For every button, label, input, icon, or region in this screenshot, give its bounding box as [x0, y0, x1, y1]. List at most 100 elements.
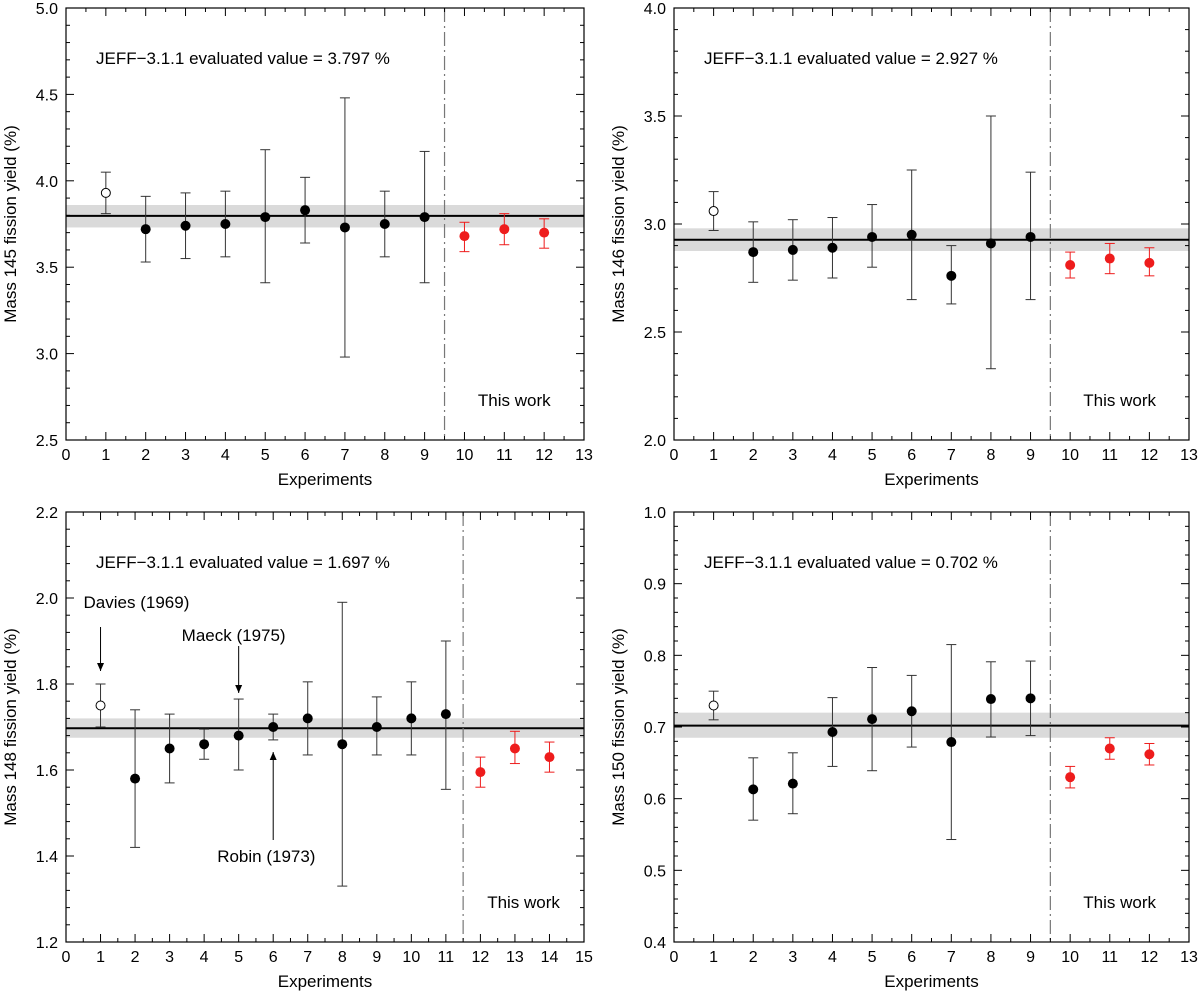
x-tick-label: 0 [62, 447, 71, 464]
chart-panel-3: 0 1 2 3 4 5 6 7 8 9 10 11 12 13 14 151.21.41.61.82.02.2… [1, 505, 593, 991]
x-tick-label: 7 [947, 949, 956, 966]
data-point-open [100, 187, 111, 198]
x-axis-label: Experiments [884, 972, 978, 991]
annotation-label: Maeck (1975) [182, 626, 286, 645]
data-point [337, 739, 348, 750]
data-point-this-work [1065, 772, 1076, 783]
x-tick-label: 6 [907, 949, 916, 966]
y-tick-label: 3.5 [644, 109, 666, 126]
data-point [787, 778, 798, 789]
x-tick-label: 7 [303, 949, 312, 966]
data-point [419, 212, 430, 223]
x-tick-label: 11 [496, 447, 513, 464]
y-tick-label: 4.5 [36, 87, 58, 104]
y-tick-label: 2.2 [36, 505, 58, 522]
x-tick-label: 2 [749, 447, 758, 464]
data-point [164, 743, 175, 754]
x-axis-label: Experiments [278, 972, 372, 991]
x-tick-label: 11 [1101, 447, 1118, 464]
x-tick-label: 5 [868, 447, 877, 464]
data-point [867, 231, 878, 242]
x-axis-label: Experiments [278, 470, 372, 489]
data-point [379, 219, 390, 229]
chart-panel-1: 0 1 2 3 4 5 6 7 8 9 10 11 12 132.53.03.54.04.55.0Expe… [1, 1, 593, 489]
data-point [371, 722, 382, 732]
x-tick-label: 8 [338, 949, 347, 966]
data-point-open [95, 700, 106, 711]
x-tick-label: 12 [1140, 949, 1158, 966]
x-tick-label: 10 [1061, 949, 1079, 966]
data-point-this-work [499, 224, 510, 235]
data-point [406, 713, 417, 724]
y-axis-label: Mass 146 fission yield (%) [609, 125, 628, 322]
y-tick-label: 1.0 [644, 505, 666, 522]
x-tick-label: 0 [670, 447, 679, 464]
evaluated-value-label: JEFF−3.1.1 evaluated value = 1.697 % [96, 553, 390, 572]
data-point [302, 713, 313, 724]
data-point [130, 773, 141, 784]
y-tick-label: 0.5 [644, 863, 666, 880]
y-tick-label: 2.5 [644, 325, 666, 342]
x-tick-label: 4 [828, 949, 837, 966]
data-point [787, 244, 798, 255]
x-tick-label: 1 [96, 949, 105, 966]
plot-frame [673, 7, 1190, 441]
y-tick-label: 4.0 [644, 1, 666, 18]
y-tick-label: 1.8 [36, 677, 58, 694]
data-point [260, 212, 271, 223]
x-tick-label: 12 [472, 949, 490, 966]
x-tick-label: 11 [1101, 949, 1118, 966]
x-tick-label: 14 [541, 949, 559, 966]
x-tick-label: 9 [372, 949, 381, 966]
annotation-label: Davies (1969) [84, 593, 190, 612]
x-tick-label: 8 [380, 447, 389, 464]
x-tick-label: 0 [670, 949, 679, 966]
x-tick-label: 13 [1180, 949, 1198, 966]
x-tick-label: 12 [1140, 447, 1158, 464]
y-tick-label: 4.0 [36, 174, 58, 191]
annotation-label: Robin (1973) [217, 847, 315, 866]
data-point [339, 222, 350, 233]
x-tick-label: 1 [709, 447, 718, 464]
data-point-this-work [1144, 749, 1155, 760]
data-point [906, 706, 917, 717]
data-point-this-work [539, 227, 550, 238]
y-tick-label: 0.8 [644, 648, 666, 665]
data-point-this-work [1065, 260, 1076, 271]
x-tick-label: 5 [234, 949, 243, 966]
x-tick-label: 10 [402, 949, 420, 966]
x-tick-label: 10 [456, 447, 474, 464]
data-point [440, 709, 451, 720]
x-tick-label: 2 [131, 949, 140, 966]
this-work-label: This work [478, 391, 551, 410]
this-work-label: This work [1083, 391, 1156, 410]
x-tick-label: 4 [828, 447, 837, 464]
x-tick-label: 13 [1180, 447, 1198, 464]
data-point [1025, 693, 1036, 704]
data-point [867, 714, 878, 725]
x-tick-label: 6 [301, 447, 310, 464]
x-axis-label: Experiments [884, 470, 978, 489]
x-tick-label: 9 [420, 447, 429, 464]
y-tick-label: 2.0 [36, 591, 58, 608]
x-tick-label: 3 [181, 447, 190, 464]
data-point-open [708, 700, 719, 711]
evaluated-value-label: JEFF−3.1.1 evaluated value = 3.797 % [96, 49, 390, 68]
x-tick-label: 7 [340, 447, 349, 464]
x-tick-label: 1 [101, 447, 110, 464]
annotation-arrow-head [235, 685, 243, 693]
evaluated-value-label: JEFF−3.1.1 evaluated value = 2.927 % [704, 49, 998, 68]
y-tick-label: 1.2 [36, 935, 58, 952]
data-point [233, 730, 244, 741]
x-tick-label: 11 [438, 949, 455, 966]
x-tick-label: 15 [575, 949, 593, 966]
x-tick-label: 12 [535, 447, 553, 464]
chart-panel-4: 0 1 2 3 4 5 6 7 8 9 10 11 12 130.40.50.60.70.80.91.0E… [609, 505, 1198, 991]
y-tick-label: 0.7 [644, 720, 666, 737]
data-point-this-work [509, 743, 520, 754]
data-point-this-work [544, 752, 555, 763]
x-tick-label: 5 [261, 447, 270, 464]
data-point [827, 242, 838, 253]
y-tick-label: 0.9 [644, 577, 666, 594]
